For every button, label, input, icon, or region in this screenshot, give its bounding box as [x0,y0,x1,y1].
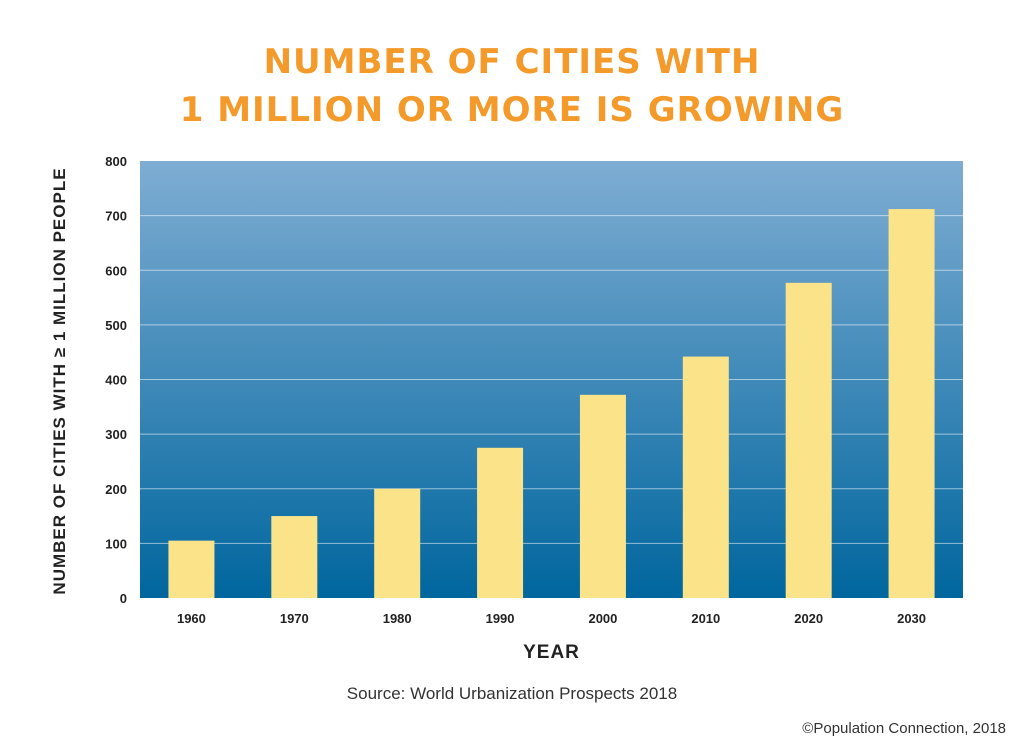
x-tick-label: 1990 [486,611,515,626]
x-tick-label: 2010 [691,611,720,626]
y-tick-label: 500 [105,318,127,333]
y-tick-label: 100 [105,536,127,551]
y-tick-label: 400 [105,373,127,388]
x-tick-label: 1970 [280,611,309,626]
x-tick-label: 1980 [383,611,412,626]
bar-2000 [579,394,626,598]
chart-title-line-1: NUMBER OF CITIES WITH [263,42,761,82]
x-tick-label: 2000 [588,611,617,626]
y-tick-label: 200 [105,482,127,497]
y-axis-label: NUMBER OF CITIES WITH ≥ 1 MILLION PEOPLE [50,167,69,595]
bar-1990 [477,447,524,598]
bar-2030 [888,209,935,598]
y-tick-label: 800 [105,154,127,169]
y-tick-label: 700 [105,209,127,224]
x-axis-ticks: 1960 1970 1980 1990 2000 2010 2020 2030 [177,611,926,626]
x-tick-label: 1960 [177,611,206,626]
y-axis-ticks: 0 100 200 300 400 500 600 700 800 [105,154,127,606]
bar-1970 [271,516,318,598]
x-tick-label: 2020 [794,611,823,626]
copyright-note: ©Population Connection, 2018 [802,720,1006,737]
source-note: Source: World Urbanization Prospects 201… [346,684,678,703]
bar-1980 [374,488,421,598]
x-tick-label: 2030 [897,611,926,626]
y-tick-label: 300 [105,427,127,442]
chart-title-line-2: 1 MILLION OR MORE IS GROWING [179,90,845,130]
bar-1960 [168,540,215,598]
y-tick-label: 600 [105,263,127,278]
bars [168,209,935,598]
y-tick-label: 0 [120,591,127,606]
x-axis-label: YEAR [523,642,580,663]
bar-2020 [785,282,832,598]
bar-2010 [682,356,729,598]
